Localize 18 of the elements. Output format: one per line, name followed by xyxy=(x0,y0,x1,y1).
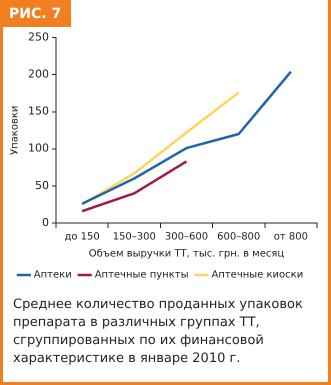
y-tick-label: 100 xyxy=(28,142,49,155)
x-tick-label: от 800 xyxy=(274,232,308,243)
x-tick-label: 300–600 xyxy=(164,232,208,243)
y-tick-label: 250 xyxy=(28,30,49,44)
legend-label: Аптечные пункты xyxy=(94,270,189,281)
legend-label: Аптечные киоски xyxy=(211,270,304,281)
x-axis-title: Объем выручки ТТ, тыс. грн. в месяц xyxy=(88,248,284,260)
y-tick-label: 50 xyxy=(34,178,49,192)
legend-label: Аптеки xyxy=(34,270,72,281)
chart-title: РИС. 7 xyxy=(3,0,72,27)
x-tick-label: до 150 xyxy=(64,232,100,243)
y-axis-title: Упаковки xyxy=(10,106,21,155)
x-tick-label: 600–800 xyxy=(217,232,260,243)
y-tick-label: 200 xyxy=(28,68,49,81)
y-tick-label: 150 xyxy=(28,104,49,118)
y-tick-label: 0 xyxy=(42,216,49,229)
x-tick-label: 150–300 xyxy=(112,232,156,243)
text: Среднее количество проданных упаковок препарата в различных группах ТТ, сгруппированных по их финансовой характеристике в январе 2010 г. xyxy=(13,296,304,368)
